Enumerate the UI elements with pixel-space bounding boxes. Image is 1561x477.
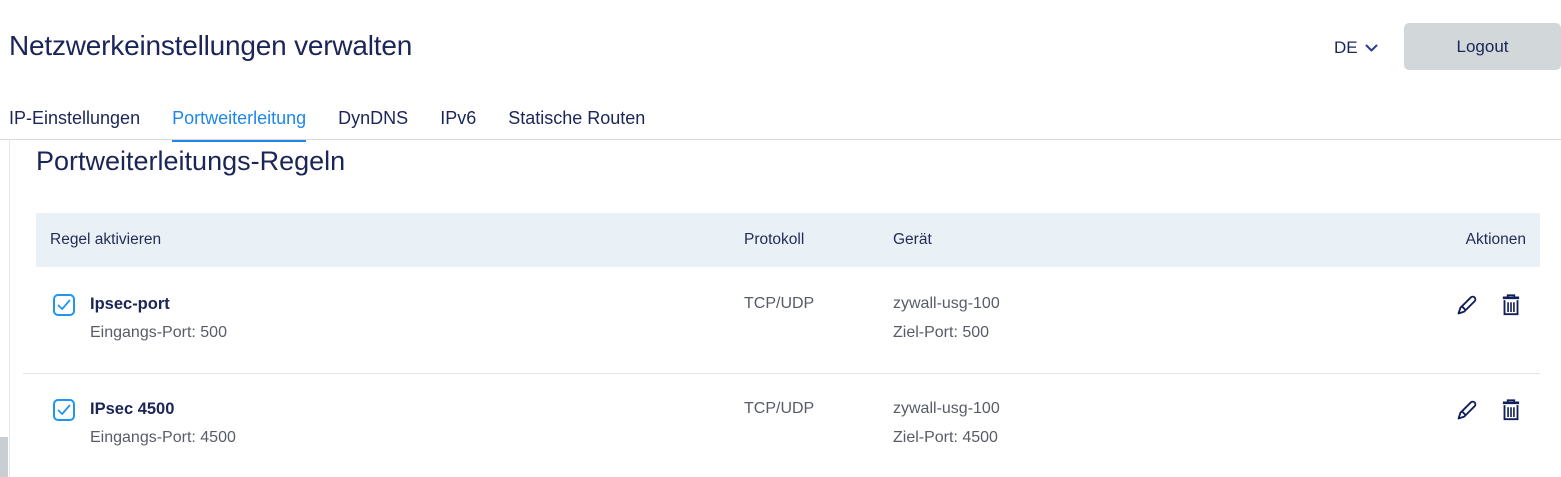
rule-protocol: TCP/UDP — [744, 295, 815, 312]
checkmark-icon — [57, 404, 71, 416]
chevron-down-icon — [1365, 44, 1378, 53]
pencil-icon — [1454, 292, 1480, 318]
row-divider — [23, 373, 1540, 374]
rule-device: zywall-usg-100 — [893, 400, 1000, 417]
table-row: IPsec 4500 Eingangs-Port: 4500 TCP/UDP z… — [0, 373, 1561, 477]
rule-name: Ipsec-port — [90, 295, 170, 313]
tab-portweiterleitung[interactable]: Portweiterleitung — [172, 108, 307, 142]
rule-incoming-port: Eingangs-Port: 500 — [90, 324, 227, 341]
rule-target-port: Ziel-Port: 500 — [893, 324, 990, 341]
rule-enabled-checkbox[interactable] — [53, 399, 75, 421]
scrollbar-track — [9, 140, 10, 477]
rule-enabled-checkbox[interactable] — [53, 294, 75, 316]
rule-name: IPsec 4500 — [90, 400, 175, 418]
column-header-actions: Aktionen — [1465, 231, 1526, 248]
column-header-enable: Regel aktivieren — [50, 231, 162, 248]
edit-rule-button[interactable] — [1450, 288, 1484, 322]
trash-icon — [1498, 397, 1524, 423]
table-header: Regel aktivieren Protokoll Gerät Aktione… — [36, 213, 1540, 267]
scrollbar-thumb[interactable] — [0, 437, 8, 477]
tab-bar: IP-Einstellungen Portweiterleitung DynDN… — [9, 108, 646, 142]
trash-icon — [1498, 292, 1524, 318]
delete-rule-button[interactable] — [1494, 288, 1528, 322]
column-header-protocol: Protokoll — [744, 231, 805, 248]
tab-ipv6[interactable]: IPv6 — [440, 108, 477, 128]
tab-dyndns[interactable]: DynDNS — [338, 108, 409, 128]
rule-device: zywall-usg-100 — [893, 295, 1000, 312]
pencil-icon — [1454, 397, 1480, 423]
rule-protocol: TCP/UDP — [744, 400, 815, 417]
section-title: Portweiterleitungs-Regeln — [36, 146, 346, 176]
page-title: Netzwerkeinstellungen verwalten — [9, 30, 413, 61]
language-label: DE — [1334, 38, 1358, 57]
language-selector[interactable]: DE — [1334, 36, 1378, 60]
rule-incoming-port: Eingangs-Port: 4500 — [90, 429, 236, 446]
tab-ip-einstellungen[interactable]: IP-Einstellungen — [9, 108, 141, 128]
table-row: Ipsec-port Eingangs-Port: 500 TCP/UDP zy… — [0, 268, 1561, 373]
logout-button[interactable]: Logout — [1404, 23, 1561, 70]
edit-rule-button[interactable] — [1450, 393, 1484, 427]
delete-rule-button[interactable] — [1494, 393, 1528, 427]
tab-bar-divider — [0, 139, 1561, 140]
column-header-device: Gerät — [893, 231, 932, 248]
rule-target-port: Ziel-Port: 4500 — [893, 429, 998, 446]
tab-statische-routen[interactable]: Statische Routen — [508, 108, 646, 128]
checkmark-icon — [57, 299, 71, 311]
